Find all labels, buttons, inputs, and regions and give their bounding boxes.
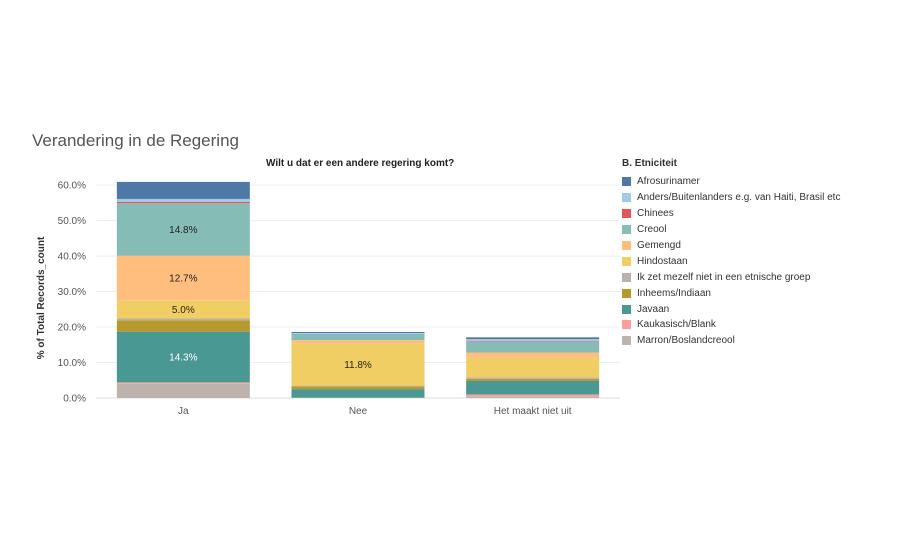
legend-label: Javaan [637, 303, 670, 315]
bar-segment [466, 380, 600, 395]
bar-segment [291, 389, 425, 398]
legend-label: Chinees [637, 208, 674, 220]
legend-item: Marron/Boslandcreool [622, 333, 840, 349]
bar-segment [466, 341, 600, 342]
y-tick-label: 40.0% [58, 252, 86, 263]
legend-item: Afrosurinamer [622, 174, 840, 190]
chart-subtitle: Wilt u dat er een andere regering komt? [266, 158, 455, 169]
bar-segment [116, 383, 250, 398]
y-tick-label: 0.0% [63, 394, 86, 405]
bar-segment [466, 377, 600, 379]
bar-segment [291, 333, 425, 334]
y-tick-label: 20.0% [58, 323, 86, 334]
bar-segment [466, 339, 600, 342]
bar-segment [466, 394, 600, 397]
legend-label: Creool [637, 224, 667, 236]
data-label: 14.3% [169, 353, 197, 364]
bar-segment [291, 333, 425, 341]
bar-segment [116, 320, 250, 332]
bar-segment [291, 340, 425, 344]
bar-segment [291, 332, 425, 334]
bar-segment [116, 201, 250, 204]
legend-item: Hindostaan [622, 253, 840, 269]
legend-swatch [622, 272, 631, 282]
bar-segment [116, 300, 250, 319]
legend-item: Javaan [622, 301, 840, 317]
legend-item: Chinees [622, 206, 840, 222]
legend-label: Hindostaan [637, 255, 688, 267]
legend-swatch [622, 241, 631, 250]
legend-item: Ik zet mezelf niet in een etnische groep [622, 269, 840, 285]
legend-swatch [622, 336, 631, 346]
legend-label: Inheems/Indiaan [637, 287, 711, 299]
data-label: 14.8% [169, 225, 197, 236]
legend-label: Ik zet mezelf niet in een etnische groep [637, 271, 811, 283]
x-tick-label: Nee [349, 406, 368, 417]
legend-swatch [622, 193, 631, 203]
bar-segment [116, 198, 250, 202]
bar-segment [466, 378, 600, 381]
legend-label: Afrosurinamer [637, 176, 700, 188]
data-label: 12.7% [169, 274, 197, 285]
bar-segment [116, 318, 250, 321]
legend-item: Gemengd [622, 238, 840, 254]
bar-segment [291, 343, 425, 386]
legend-item: Creool [622, 222, 840, 238]
bar-segment [291, 386, 425, 390]
bar-segment [116, 382, 250, 384]
y-tick-label: 30.0% [58, 287, 86, 298]
y-tick-label: 10.0% [58, 358, 86, 369]
legend-swatch [622, 209, 631, 219]
legend-label: Kaukasisch/Blank [637, 319, 716, 331]
bar-segment [466, 352, 600, 358]
bar-segment [466, 396, 600, 398]
legend-item: Anders/Buitenlanders e.g. van Haiti, Bra… [622, 190, 840, 206]
bar-segment [291, 385, 425, 387]
data-label: 11.8% [344, 360, 372, 371]
legend-swatch [622, 177, 631, 187]
legend-label: Marron/Boslandcreool [637, 335, 735, 347]
y-tick-label: 60.0% [58, 181, 86, 192]
bar-segment [466, 357, 600, 378]
y-axis-label: % of Total Records_count [36, 236, 47, 359]
y-tick-label: 50.0% [58, 216, 86, 227]
legend-label: Gemengd [637, 240, 681, 251]
bar-segment [466, 341, 600, 353]
chart-title: Verandering in de Regering [32, 131, 239, 150]
legend-items: Afrosurinamer Anders/Buitenlanders e.g. v… [622, 174, 840, 349]
bar-segment [116, 203, 250, 256]
x-tick-label: Ja [178, 406, 189, 417]
legend-title: B. Etniciteit [622, 158, 678, 169]
bar-segment [116, 181, 250, 199]
data-label: 5.0% [172, 305, 195, 316]
legend-swatch [622, 320, 631, 330]
legend-label: Anders/Buitenlanders e.g. van Haiti, Bra… [637, 192, 841, 204]
legend-swatch [622, 225, 631, 235]
legend: B. Etniciteit Afrosurinamer Anders/Buiten… [622, 158, 840, 349]
legend-item: Kaukasisch/Blank [622, 317, 840, 333]
bar-segment [116, 331, 250, 383]
bar-segment [116, 255, 250, 301]
legend-item: Inheems/Indiaan [622, 285, 840, 301]
legend-swatch [622, 256, 631, 266]
bar-segment [466, 337, 600, 340]
x-tick-label: Het maakt niet uit [494, 406, 572, 417]
legend-swatch [622, 304, 631, 314]
legend-swatch [622, 288, 631, 298]
